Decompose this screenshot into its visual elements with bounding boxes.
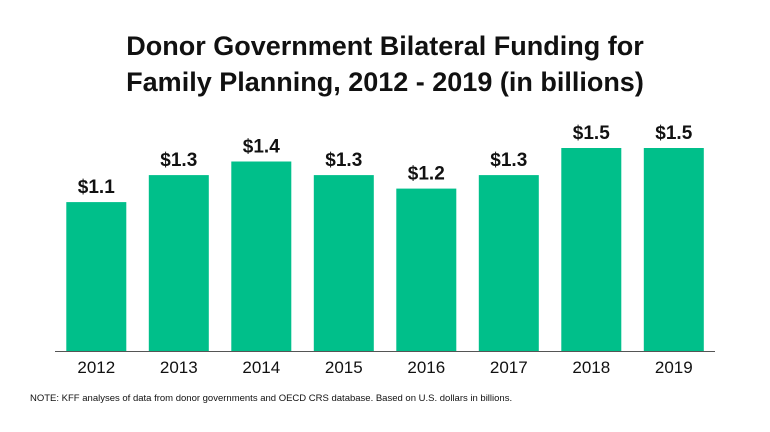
data-label-2015: $1.3: [325, 150, 362, 171]
x-tick-label-2017: 2017: [490, 358, 528, 377]
footnote: NOTE: KFF analyses of data from donor go…: [30, 393, 513, 404]
bar-2019: [643, 148, 704, 351]
x-tick-label-2012: 2012: [77, 358, 115, 377]
data-label-2013: $1.3: [160, 150, 197, 171]
data-label-2019: $1.5: [655, 123, 692, 144]
bar-2012: [66, 202, 127, 351]
bar-2017: [478, 175, 539, 351]
data-label-2018: $1.5: [573, 123, 610, 144]
x-tick-label-2014: 2014: [242, 358, 280, 377]
data-label-2012: $1.1: [78, 177, 115, 198]
data-label-2016: $1.2: [408, 164, 445, 185]
data-label-2017: $1.3: [490, 150, 527, 171]
chart-title-line-1: Donor Government Bilateral Funding for: [126, 31, 644, 61]
bar-2015: [313, 175, 374, 351]
x-tick-label-2018: 2018: [572, 358, 610, 377]
bar-2016: [396, 188, 457, 351]
x-tick-label-2015: 2015: [325, 358, 363, 377]
bar-2018: [561, 148, 622, 351]
x-tick-label-2013: 2013: [160, 358, 198, 377]
x-tick-label-2019: 2019: [655, 358, 693, 377]
x-tick-label-2016: 2016: [407, 358, 445, 377]
bar-2013: [148, 175, 209, 351]
chart-title: Donor Government Bilateral Funding for F…: [0, 28, 770, 100]
data-label-2014: $1.4: [243, 137, 280, 158]
chart-title-line-2: Family Planning, 2012 - 2019 (in billion…: [126, 67, 644, 97]
bar-2014: [231, 161, 292, 351]
